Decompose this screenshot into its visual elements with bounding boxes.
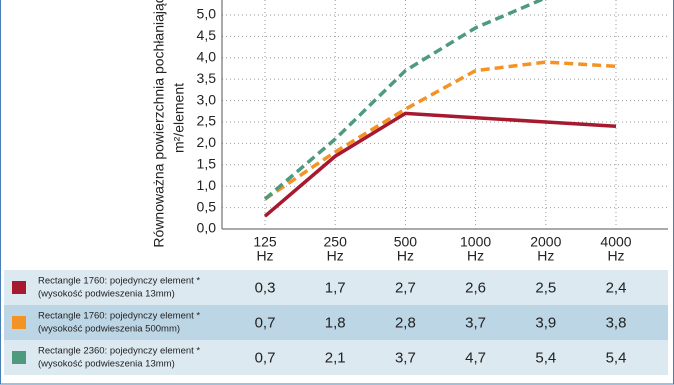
table-value: 3,7: [465, 314, 486, 331]
x-tick-label: 125: [253, 234, 277, 250]
legend-swatch: [12, 281, 26, 294]
table-row: [4, 270, 668, 305]
x-tick-label: 4000: [600, 234, 631, 250]
y-label: m²/element: [171, 83, 187, 153]
legend-label: Rectangle 1760: pojedynczy element *: [38, 311, 200, 322]
y-tick-label: 5,0: [197, 6, 217, 22]
table-value: 3,7: [395, 349, 416, 366]
y-label: Równoważna powierzchnia pochłaniająca: [151, 0, 167, 248]
legend-note: (wysokość podwieszenia 500mm): [38, 324, 180, 335]
y-tick-label: 1,5: [197, 155, 217, 171]
table-value: 2,4: [606, 279, 627, 296]
table-value: 2,8: [395, 314, 416, 331]
y-tick-label: 1,0: [197, 177, 217, 193]
table-value: 3,9: [535, 314, 556, 331]
table-value: 2,5: [535, 279, 556, 296]
y-tick-label: 4,5: [197, 27, 217, 43]
table-value: 0,7: [255, 314, 276, 331]
table-value: 2,1: [325, 349, 346, 366]
table-row: [4, 340, 668, 375]
y-tick-label: 3,0: [197, 91, 217, 107]
y-tick-label: 4,0: [197, 48, 217, 64]
table-value: 5,4: [606, 349, 627, 366]
x-tick-label: 1000: [460, 234, 491, 250]
legend-swatch: [12, 351, 26, 364]
legend-swatch: [12, 316, 26, 329]
y-tick-label: 0,5: [197, 198, 217, 214]
y-tick-label: 0,0: [197, 220, 217, 236]
table-value: 2,7: [395, 279, 416, 296]
table-value: 5,4: [535, 349, 556, 366]
legend-label: Rectangle 2360: pojedynczy element *: [38, 346, 200, 357]
legend-label: Rectangle 1760: pojedynczy element *: [38, 276, 200, 287]
x-unit: Hz: [256, 248, 273, 264]
x-unit: Hz: [397, 248, 414, 264]
table-row: [4, 305, 668, 340]
y-tick-label: 2,0: [197, 134, 217, 150]
x-unit: Hz: [467, 248, 484, 264]
table-value: 4,7: [465, 349, 486, 366]
table-value: 3,8: [606, 314, 627, 331]
legend-note: (wysokość podwieszenia 13mm): [38, 289, 175, 300]
table-value: 0,3: [255, 279, 276, 296]
x-tick-label: 250: [324, 234, 348, 250]
x-tick-label: 2000: [530, 234, 561, 250]
x-unit: Hz: [537, 248, 554, 264]
y-tick-label: 2,5: [197, 113, 217, 129]
legend-note: (wysokość podwieszenia 13mm): [38, 359, 175, 370]
x-tick-label: 500: [394, 234, 418, 250]
table-value: 1,7: [325, 279, 346, 296]
series-line: [264, 60, 617, 201]
series-line: [263, 111, 617, 218]
x-unit: Hz: [607, 248, 624, 264]
y-tick-label: 3,5: [197, 70, 217, 86]
x-unit: Hz: [327, 248, 344, 264]
table-value: 2,6: [465, 279, 486, 296]
table-value: 0,7: [255, 349, 276, 366]
plot: [263, 0, 617, 218]
series-line: [263, 0, 546, 201]
table-value: 1,8: [325, 314, 346, 331]
